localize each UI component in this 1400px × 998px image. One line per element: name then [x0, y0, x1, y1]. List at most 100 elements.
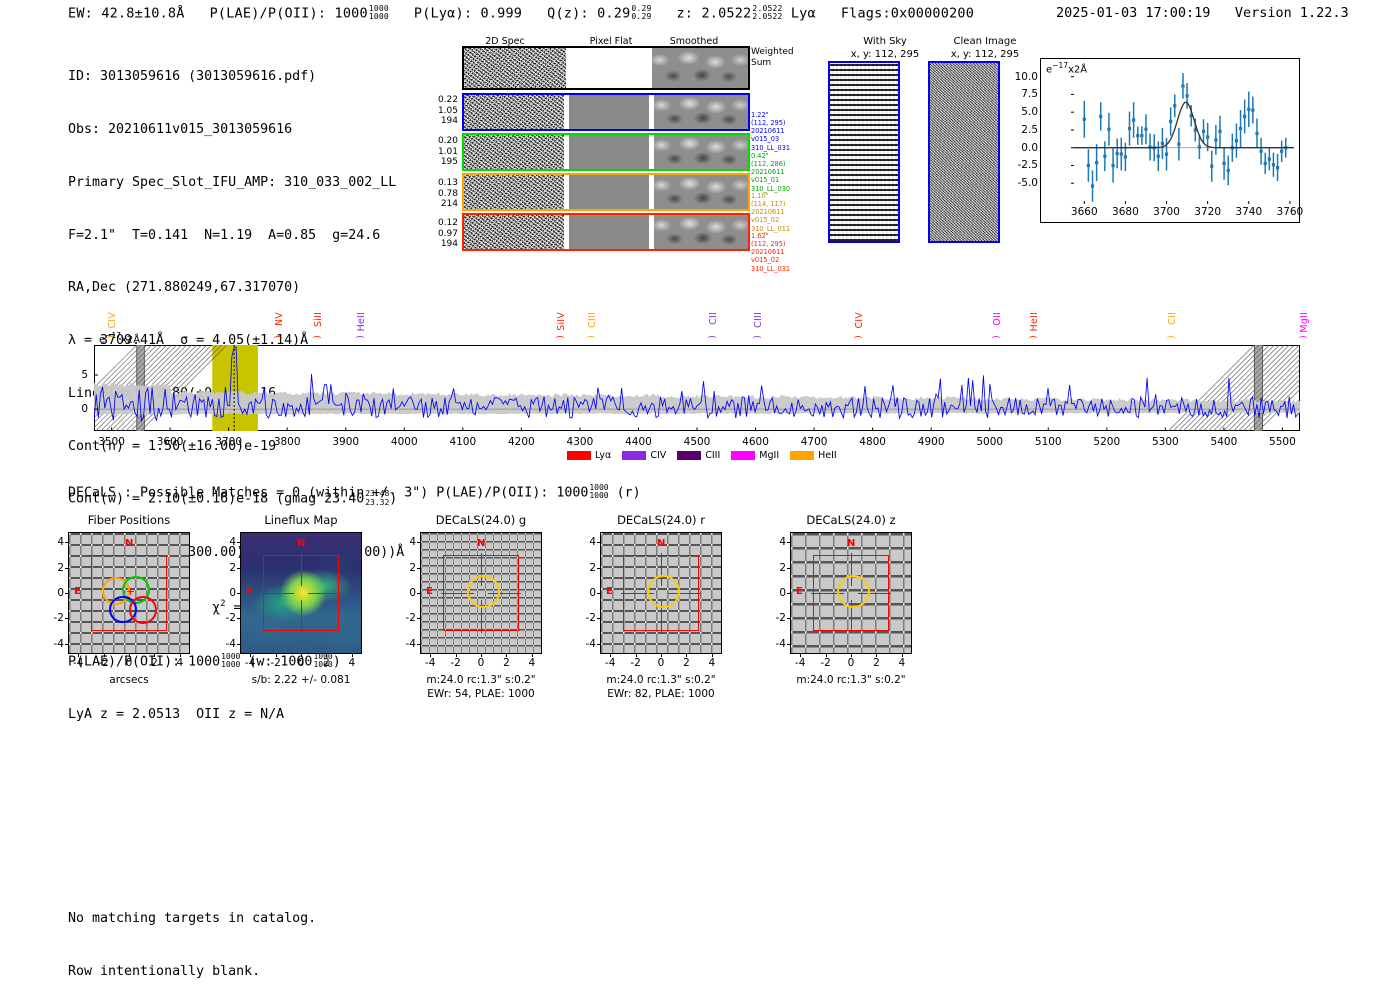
cutout-xtick-mark: [825, 654, 827, 657]
emission-ytick: -5.0: [1017, 177, 1039, 190]
emission-line-tick-9: (: [989, 335, 1000, 339]
strip-info-3: 1.62" (112, 295) 20210611 v015_02 310_LL_031: [751, 232, 791, 273]
compass-north-label-1: N: [297, 538, 306, 549]
crosshair-top: [661, 552, 663, 586]
cutout-xtick: 0: [847, 657, 855, 669]
full-spectrum-panel: CIV (NV (SiII (HeII (SiIV (CIII (CII (CIII (CIV (…: [0, 300, 1400, 475]
cutout-xtick: 0: [297, 657, 305, 669]
emission-line-label-cii-11: CII: [1167, 312, 1179, 325]
full-spectrum-xtick: 3600: [156, 436, 184, 448]
version: Version 1.22.3: [1234, 5, 1349, 21]
legend-item-civ: CIV: [622, 450, 666, 461]
strip-info-1: 0.42" (112, 286) 20210611 v015_01 310_LL_030: [751, 152, 791, 193]
emission-plot-unit: e−17x2Å: [1046, 61, 1088, 76]
emission-line-label-ciii-5: CIII: [586, 312, 598, 328]
cutout-ytick-mark: [787, 593, 790, 594]
ew-label: EW:: [68, 5, 93, 22]
info-cont-n: Cont(n) = 1.50(±16.00)e-19: [68, 438, 277, 454]
crosshair-bottom: [301, 600, 303, 634]
full-spectrum-xtick: 3500: [98, 436, 125, 448]
cutout-xtick: 4: [176, 657, 184, 669]
cutout-red-box-2: [442, 554, 520, 632]
cutout-ytick: 0: [229, 587, 236, 599]
col-title-smoothed: Smoothed: [669, 36, 719, 47]
aperture-circle[interactable]: [466, 575, 500, 609]
cutout-caption-1-1: s/b: 2.22 +/- 0.081: [251, 674, 351, 686]
cutout-title-0: Fiber Positions: [87, 513, 171, 527]
cutout-ytick-mark: [597, 542, 600, 544]
cutout-xtick-mark: [610, 654, 612, 657]
with-sky-title: With Sky x, y: 112, 295: [850, 36, 920, 60]
cutout-ytick-mark: [597, 593, 600, 594]
emission-line-label-heii-3: HeII: [355, 312, 367, 332]
info-redshifts: LyA z = 2.0513 OII z = N/A: [68, 706, 285, 722]
emission-line-tick-10: (: [1026, 335, 1037, 339]
cutout-xtick: 4: [898, 657, 906, 669]
cutout-ytick-mark: [237, 643, 240, 645]
cutout-ytick: 4: [229, 536, 236, 549]
aperture-circle[interactable]: [836, 575, 870, 609]
cutout-xtick-mark: [326, 654, 328, 657]
z-label: z:: [676, 5, 694, 22]
plae-value: 1000: [334, 5, 368, 22]
cutout-ytick-mark: [597, 618, 600, 620]
cutout-xtick-mark: [635, 654, 637, 657]
cutout-red-box-1: [262, 554, 340, 632]
report-timestamp-version: 2025-01-03 17:00:19 Version 1.22.3: [1056, 5, 1349, 21]
aperture-circle[interactable]: [646, 575, 680, 609]
cutout-title-2: DECaLS(24.0) g: [435, 513, 527, 527]
emission-ytick: 0.0: [1021, 141, 1038, 154]
with-sky-image: [828, 61, 900, 243]
full-spectrum-xtick: 5200: [1093, 436, 1121, 448]
cutout-caption-2-2: EWr: 54, PLAE: 1000: [427, 688, 535, 700]
ew-value: 42.8±10.8Å: [101, 5, 185, 22]
cutout-caption-1-2: m:24.0 rc:1.3" s:0.2": [426, 674, 536, 686]
spec2d-strip-0: [462, 93, 750, 131]
plae-range: 1000 1000: [368, 4, 389, 22]
compass-east-label-1: E: [246, 586, 253, 597]
cutout-red-box-3: [622, 554, 700, 632]
legend-swatch: [677, 451, 702, 460]
cutout-xtick-mark: [430, 654, 432, 657]
legend-label: CIV: [650, 450, 667, 461]
cutout-red-box-0: [90, 554, 168, 632]
cutout-xtick: 2: [683, 657, 690, 669]
cutout-xtick: 4: [348, 657, 356, 669]
decals-header-prefix: DECaLS : Possible Matches = 0 (within +/…: [68, 485, 589, 501]
full-spectrum-xtick: 4700: [800, 436, 828, 448]
cutout-ytick: -4: [775, 637, 786, 650]
compass-north-label-2: N: [477, 538, 486, 549]
info-seeing-throughput: F=2.1" T=0.141 N=1.19 A=0.85 g=24.6: [68, 227, 381, 243]
full-spectrum-xtick: 4000: [390, 436, 418, 448]
cutout-ytick-mark: [65, 618, 68, 620]
info-cont-w: Cont(w) = 2.10(±0.16)e-18 (gmag 23.40 23.…: [68, 489, 398, 507]
fiber-circle-3[interactable]: [129, 596, 157, 625]
cutout-xtick: -2: [98, 657, 109, 669]
emission-line-tick-11: (: [1165, 335, 1176, 339]
cutout-xtick: -4: [604, 657, 616, 669]
emission-ytick: 5.0: [1021, 106, 1038, 119]
full-spectrum-xtick: 3700: [215, 436, 243, 448]
plae-label: P(LAE)/P(OII):: [209, 5, 327, 22]
full-spectrum-xtick: 3900: [332, 436, 360, 448]
cutout-caption-1-4: m:24.0 rc:1.3" s:0.2": [796, 674, 906, 686]
emission-line-tick-5: (: [584, 335, 595, 339]
full-spectrum-ytick: 0: [81, 403, 88, 416]
legend-label: Lyα: [595, 450, 612, 461]
cutout-ytick-mark: [237, 618, 240, 620]
bottom-note: No matching targets in catalog. Row inte…: [68, 875, 316, 998]
decals-match-header: DECaLS : Possible Matches = 0 (within +/…: [68, 483, 641, 501]
qz-range: 0.29 0.29: [631, 4, 652, 22]
cutout-xtick-mark: [154, 654, 156, 657]
full-spectrum-legend: Lyα CIV CIII MgII HeII: [567, 450, 837, 461]
cutout-title-4: DECaLS(24.0) z: [806, 513, 896, 527]
cutout-ytick-mark: [597, 567, 600, 569]
cutout-ytick: -4: [225, 637, 236, 650]
cutout-ytick-mark: [237, 567, 240, 569]
emission-line-label-mgii-12: MgII: [1298, 312, 1310, 333]
cutout-xtick: -4: [794, 657, 806, 669]
emission-xtick: 3680: [1112, 206, 1139, 218]
full-spectrum-xtick: 5000: [976, 436, 1004, 448]
cutout-ytick: 2: [589, 561, 596, 574]
cutout-ytick: 4: [779, 536, 786, 549]
